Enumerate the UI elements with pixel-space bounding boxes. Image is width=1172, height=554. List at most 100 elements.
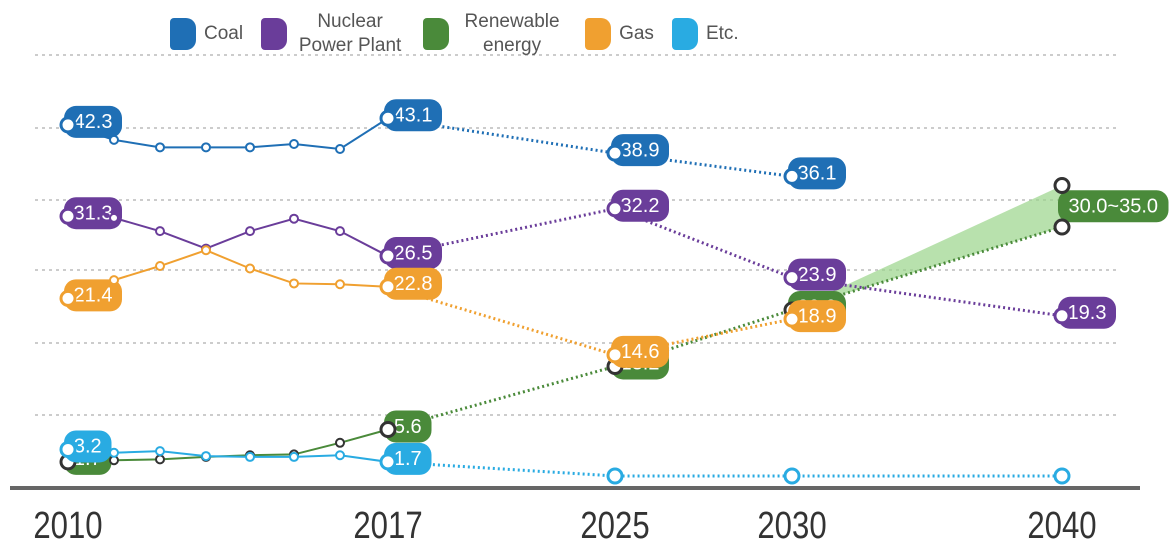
label-box: [384, 410, 432, 443]
projection-line: [387, 285, 793, 357]
point: [335, 450, 345, 461]
data-label-text: 23.9: [798, 264, 837, 286]
x-tick-label: 2040: [1027, 505, 1096, 547]
data-label-text: 31.3: [74, 202, 113, 224]
label-box: [384, 237, 442, 270]
data-label-text: 36.1: [798, 163, 837, 185]
label-box: [1058, 190, 1169, 223]
point: [606, 467, 624, 485]
data-label-text: 38.9: [621, 139, 660, 161]
data-label: 22.8: [384, 267, 442, 300]
data-label-text: 30.0~35.0: [1068, 196, 1158, 218]
x-tick-label: 2030: [757, 505, 826, 547]
point: [606, 346, 624, 364]
point: [783, 467, 801, 485]
guides: [35, 54, 1120, 416]
point: [606, 200, 624, 218]
data-label: 5.6: [384, 410, 432, 443]
point: [245, 142, 255, 153]
data-label: 23.9: [788, 258, 846, 291]
label-box: [788, 258, 846, 291]
point: [155, 261, 165, 272]
data-label: 36.1: [788, 157, 846, 190]
label-box: [788, 300, 846, 333]
point: [1053, 307, 1071, 325]
point: [289, 139, 299, 149]
projection-line: [387, 207, 1063, 318]
point: [289, 451, 299, 462]
data-label-text: 19.3: [1068, 302, 1107, 324]
point: [289, 213, 299, 224]
data-label-text: 1.7: [394, 448, 422, 470]
point: [201, 142, 211, 153]
point: [1053, 177, 1071, 194]
point: [606, 144, 624, 162]
data-label: 18.9: [788, 300, 846, 333]
data-label-text: 5.6: [394, 416, 422, 438]
point: [201, 451, 211, 462]
point: [155, 142, 165, 153]
data-label-text: 26.5: [394, 242, 433, 264]
point: [109, 447, 119, 458]
point: [201, 245, 211, 256]
label-box: [64, 105, 122, 138]
data-label: 31.3: [64, 197, 122, 230]
label-box: [64, 430, 112, 463]
point: [1053, 218, 1071, 236]
data-label: 42.3: [64, 105, 122, 138]
point: [379, 109, 397, 127]
data-label-text: 3.2: [74, 436, 102, 458]
point: [245, 226, 255, 237]
point: [245, 263, 255, 274]
point: [783, 310, 801, 328]
point: [155, 446, 165, 457]
legend-swatch: [261, 18, 288, 50]
label-box: [611, 134, 669, 167]
point: [155, 226, 165, 237]
point: [335, 226, 345, 237]
point: [379, 421, 397, 439]
legend-item: Nuclear Power Plant: [261, 10, 405, 58]
legend-label: Coal: [204, 23, 244, 44]
point: [59, 440, 77, 458]
projection-line: [387, 116, 793, 178]
point: [783, 167, 801, 185]
legend: Coal Nuclear Power Plant Renewable energy G…: [170, 10, 739, 58]
point: [379, 453, 397, 471]
legend-label: Gas: [619, 23, 654, 44]
legend-item: Coal: [170, 18, 243, 50]
label-box: [1058, 296, 1116, 329]
data-label-text: 18.9: [798, 305, 837, 327]
point: [59, 116, 77, 134]
data-label-text: 42.3: [74, 111, 113, 133]
projection-line: [387, 460, 1062, 478]
data-label: 32.2: [611, 189, 669, 222]
legend-swatch: [585, 18, 612, 50]
point: [245, 451, 255, 462]
data-label: 26.5: [384, 237, 442, 270]
data-label: 43.1: [384, 99, 442, 132]
point: [379, 278, 397, 296]
legend-swatch: [671, 18, 698, 50]
point: [109, 212, 119, 223]
point: [1053, 467, 1071, 485]
label-box: [384, 442, 432, 475]
data-label-text: 14.6: [621, 341, 660, 363]
point: [59, 289, 77, 307]
legend-item: Etc.: [671, 18, 739, 50]
label-box: [611, 335, 669, 368]
data-label-text: 22.8: [394, 273, 433, 295]
data-label: 38.9: [611, 134, 669, 167]
point: [109, 134, 119, 145]
label-box: [64, 279, 122, 312]
label-box: [384, 267, 442, 300]
point: [335, 143, 345, 154]
data-label-text: 21.4: [74, 285, 113, 307]
point: [783, 269, 801, 287]
point: [59, 207, 77, 225]
x-tick-label: 2017: [353, 505, 422, 547]
point: [155, 454, 165, 465]
series-line: [67, 215, 389, 257]
data-label: 19.3: [1058, 296, 1116, 329]
